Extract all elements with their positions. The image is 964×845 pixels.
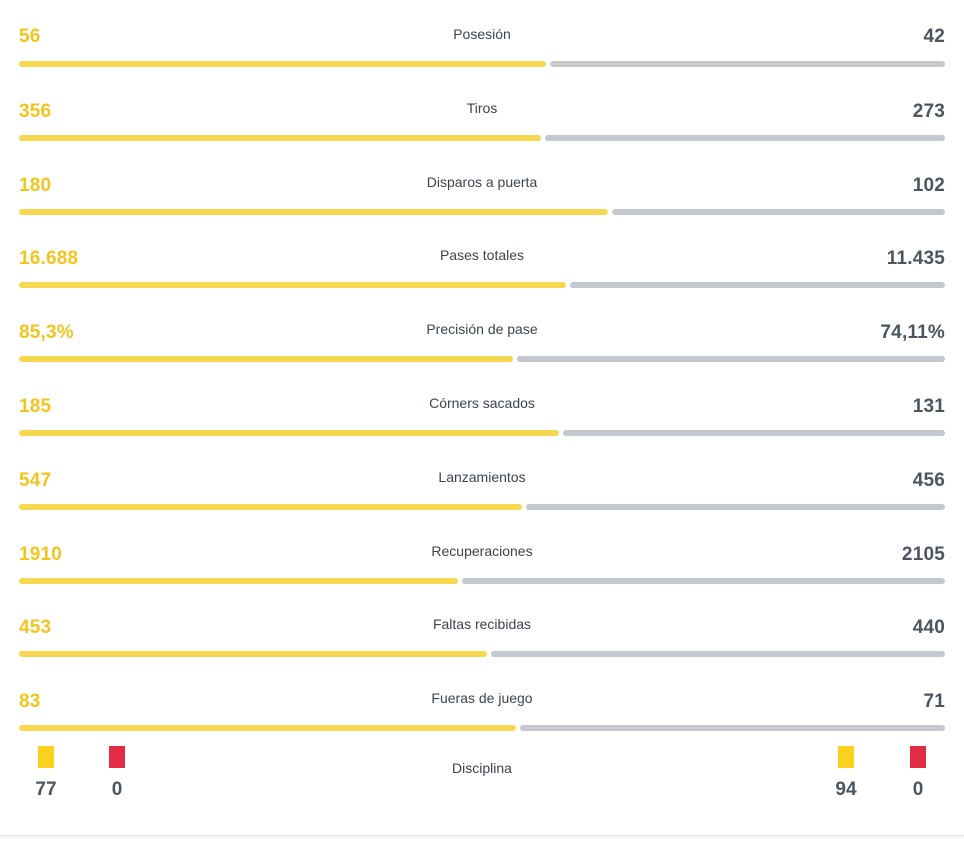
stat-label: Lanzamientos <box>438 468 526 485</box>
away-bar <box>490 651 945 658</box>
comparison-bar <box>19 356 945 363</box>
home-bar <box>19 725 517 732</box>
stat-label: Disparos a puerta <box>426 173 538 190</box>
away-red-count: 0 <box>912 778 924 800</box>
away-red-card-icon <box>910 745 926 768</box>
home-value: 547 <box>19 469 52 491</box>
away-value: 273 <box>912 100 945 122</box>
home-value: 16.688 <box>19 248 79 270</box>
home-value: 56 <box>19 26 41 47</box>
home-bar <box>19 429 560 436</box>
comparison-bar <box>19 577 945 584</box>
stat-row-corners: 185 Córners sacados 131 <box>0 369 964 443</box>
stat-row-total-passes: 16.688 Pases totales 11.435 <box>0 221 964 295</box>
home-red-count: 0 <box>111 778 123 800</box>
away-bar <box>545 134 945 141</box>
away-value: 102 <box>912 174 945 196</box>
home-bar <box>19 134 542 141</box>
home-bar <box>19 282 567 289</box>
home-value: 83 <box>19 691 41 713</box>
home-value: 85,3% <box>19 322 74 344</box>
away-value: 2105 <box>901 543 945 565</box>
stat-label: Posesión <box>453 26 511 42</box>
stat-label: Córners sacados <box>429 394 535 411</box>
stat-row-shots-on-target: 180 Disparos a puerta 102 <box>0 148 964 222</box>
home-value: 180 <box>19 174 52 196</box>
comparison-bar <box>19 61 945 67</box>
away-bar <box>563 429 945 436</box>
away-yellow-card-icon <box>838 745 854 768</box>
stat-row-fouls-received: 453 Faltas recibidas 440 <box>0 590 964 664</box>
home-bar <box>19 208 609 215</box>
home-bar <box>19 61 547 67</box>
comparison-bar <box>19 282 945 289</box>
away-value: 456 <box>912 469 945 491</box>
home-red-card-icon <box>109 745 125 768</box>
discipline-row: 77 0 Disciplina 94 0 <box>0 738 964 828</box>
stat-row-possession: 56 Posesión 42 <box>0 0 964 74</box>
away-value: 440 <box>912 617 945 639</box>
away-value: 74,11% <box>880 322 945 344</box>
stat-label: Precisión de pase <box>426 321 538 338</box>
home-value: 1910 <box>19 543 63 565</box>
stat-row-offsides: 83 Fueras de juego 71 <box>0 664 964 738</box>
away-bar <box>570 282 945 289</box>
away-value: 131 <box>912 395 945 417</box>
home-bar <box>19 356 513 363</box>
stat-label: Pases totales <box>439 247 525 264</box>
comparison-bar <box>19 725 945 732</box>
stat-row-shots: 356 Tiros 273 <box>0 74 964 148</box>
stat-label: Recuperaciones <box>431 542 533 559</box>
stat-label: Tiros <box>466 99 498 116</box>
home-value: 185 <box>19 395 52 417</box>
stat-row-recoveries: 1910 Recuperaciones 2105 <box>0 517 964 591</box>
stat-row-pass-accuracy: 85,3% Precisión de pase 74,11% <box>0 295 964 369</box>
home-yellow-card-icon <box>38 745 54 768</box>
comparison-bar <box>19 503 945 510</box>
comparison-bar <box>19 134 945 141</box>
stat-label: Fueras de juego <box>431 690 533 707</box>
away-bar <box>520 725 945 732</box>
comparison-bar <box>19 651 945 658</box>
home-yellow-count: 77 <box>35 778 57 800</box>
away-value: 42 <box>923 26 945 47</box>
comparison-bar <box>19 429 945 436</box>
stat-row-throws: 547 Lanzamientos 456 <box>0 443 964 517</box>
comparison-bar <box>19 208 945 215</box>
home-value: 453 <box>19 617 52 639</box>
away-bar <box>516 356 945 363</box>
away-bar <box>526 503 945 510</box>
stat-label: Faltas recibidas <box>432 616 532 633</box>
home-value: 356 <box>19 100 52 122</box>
away-bar <box>612 208 945 215</box>
away-yellow-count: 94 <box>835 778 857 800</box>
home-bar <box>19 651 487 658</box>
away-value: 71 <box>923 691 945 713</box>
away-value: 11.435 <box>886 248 945 270</box>
discipline-label: Disciplina <box>452 759 512 776</box>
stats-list: 56 Posesión 42 356 Tiros 273 180 Disparo… <box>0 0 964 738</box>
home-bar <box>19 577 458 584</box>
home-bar <box>19 503 522 510</box>
away-bar <box>550 61 945 67</box>
away-bar <box>461 577 945 584</box>
